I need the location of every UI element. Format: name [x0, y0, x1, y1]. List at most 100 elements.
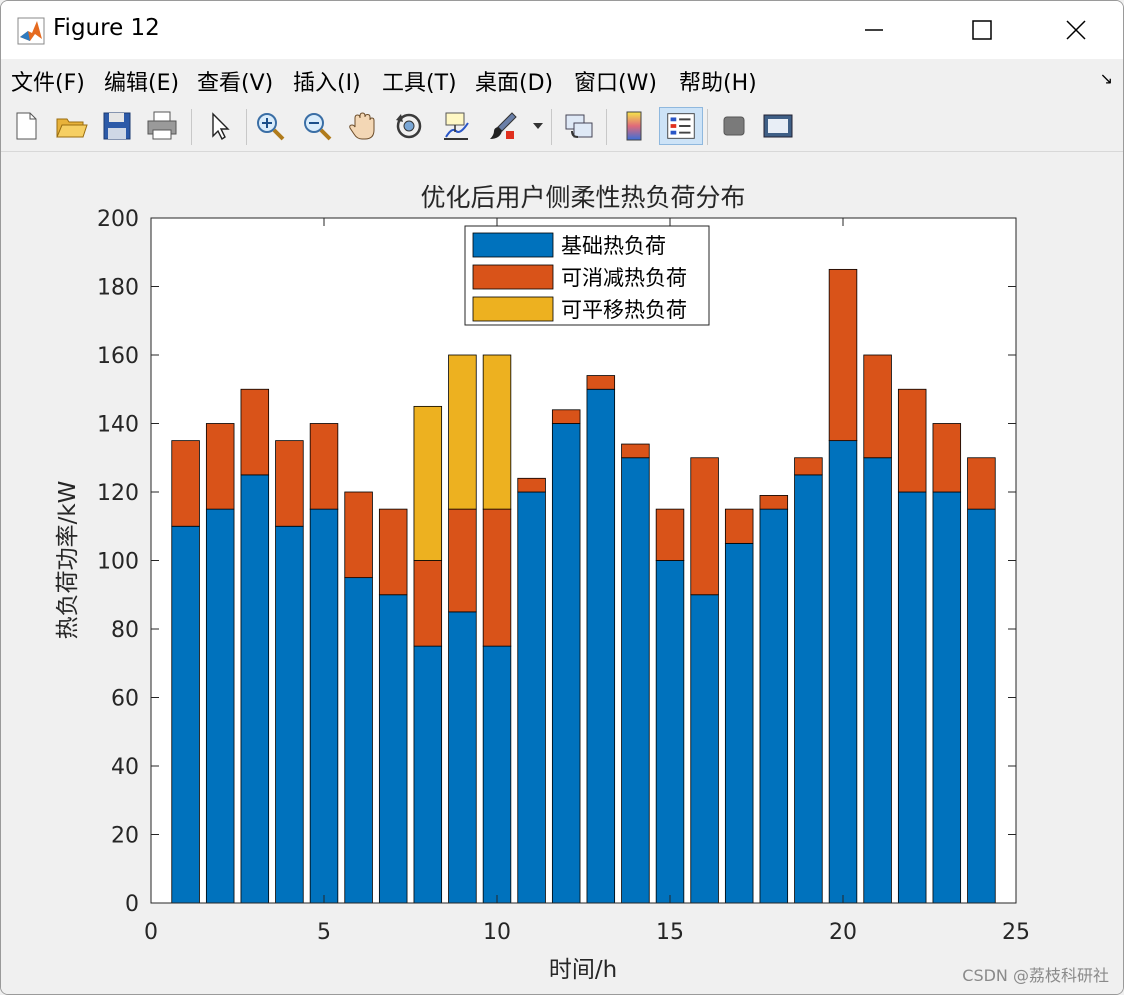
- reducible-load-bar: [171, 440, 200, 527]
- shiftable-load-bar: [482, 354, 512, 510]
- y-tick-label: 140: [97, 413, 139, 438]
- dock-arrow-icon[interactable]: ↘: [1099, 69, 1113, 88]
- new-figure-icon[interactable]: [9, 109, 43, 143]
- chart-title: 优化后用户侧柔性热负荷分布: [420, 183, 745, 212]
- reducible-load-bar: [655, 508, 685, 561]
- menu-edit[interactable]: 编辑(E): [104, 71, 180, 96]
- reducible-load-bar: [240, 388, 270, 476]
- base-load-bar: [482, 645, 512, 904]
- reducible-load-bar: [482, 508, 512, 647]
- base-load-bar: [932, 491, 962, 904]
- toolbar-separator: [707, 109, 708, 145]
- y-tick-label: 100: [97, 550, 139, 575]
- link-plot-icon[interactable]: [562, 109, 596, 143]
- reducible-load-bar: [205, 423, 235, 510]
- base-load-bar: [759, 508, 789, 904]
- data-cursor-icon[interactable]: [438, 109, 472, 143]
- hide-plot-tools-icon[interactable]: [717, 109, 751, 143]
- reducible-load-bar: [275, 440, 304, 527]
- reducible-load-bar: [863, 354, 892, 459]
- x-axis-label: 时间/h: [549, 957, 617, 983]
- ticks-group: 0 20 40 60 80 100 120 140 160 180 200 0 5 10 15 20 25: [97, 207, 1030, 945]
- legend-label: 基础热负荷: [561, 234, 666, 258]
- base-load-bar: [413, 645, 443, 904]
- save-icon[interactable]: [100, 109, 134, 143]
- legend-swatch: [472, 264, 554, 290]
- y-tick-label: 200: [97, 207, 139, 232]
- colorbar-icon[interactable]: [617, 109, 651, 143]
- base-load-bar: [275, 525, 304, 904]
- zoom-out-icon[interactable]: [300, 109, 334, 143]
- toolbar-separator: [606, 109, 607, 145]
- y-tick-label: 180: [97, 276, 139, 301]
- reducible-load-bar: [759, 495, 789, 510]
- menu-desktop[interactable]: 桌面(D): [475, 71, 554, 96]
- zoom-in-icon[interactable]: [253, 109, 287, 143]
- print-icon[interactable]: [145, 109, 179, 143]
- reducible-load-bar: [828, 268, 858, 442]
- close-icon[interactable]: [1049, 9, 1103, 51]
- menu-help[interactable]: 帮助(H): [679, 71, 757, 96]
- matlab-logo-icon: [17, 17, 45, 45]
- base-load-bar: [724, 542, 754, 904]
- figure-canvas: 优化后用户侧柔性热负荷分布 0 20 40 60 80 100 120 140 160 180 20…: [1, 153, 1123, 994]
- legend-label: 可消减热负荷: [561, 266, 687, 290]
- reducible-load-bar: [794, 457, 823, 476]
- shiftable-load-bar: [413, 405, 443, 561]
- y-tick-label: 60: [111, 687, 139, 712]
- reducible-load-bar: [448, 508, 477, 613]
- menu-window[interactable]: 窗口(W): [574, 71, 657, 96]
- menu-file[interactable]: 文件(F): [11, 71, 85, 96]
- base-load-bar: [967, 508, 996, 904]
- legend-icon[interactable]: [659, 107, 703, 145]
- x-tick-label: 20: [829, 920, 857, 945]
- shiftable-load-bar: [448, 354, 477, 510]
- maximize-icon[interactable]: [955, 9, 1009, 51]
- menu-view[interactable]: 查看(V): [197, 71, 274, 96]
- menu-tools[interactable]: 工具(T): [382, 71, 457, 96]
- y-tick-label: 160: [97, 344, 139, 369]
- toolbar-separator: [551, 109, 552, 145]
- bar-chart[interactable]: 优化后用户侧柔性热负荷分布 02040608010012014016018020…: [1, 153, 1123, 994]
- y-tick-label: 40: [111, 755, 139, 780]
- base-load-bar: [794, 474, 823, 904]
- reducible-load-bar: [413, 560, 443, 647]
- x-tick-label: 15: [656, 920, 684, 945]
- open-file-icon[interactable]: [54, 109, 88, 143]
- reducible-load-bar: [344, 491, 373, 579]
- figure-toolbar: [1, 101, 1123, 152]
- base-load-bar: [171, 525, 200, 904]
- base-load-bar: [378, 594, 408, 904]
- legend-swatch: [472, 296, 554, 322]
- toolbar-separator: [246, 109, 247, 145]
- show-plot-tools-icon[interactable]: [761, 109, 795, 143]
- brush-icon[interactable]: [486, 109, 520, 143]
- menu-insert[interactable]: 插入(I): [293, 71, 361, 96]
- base-load-bar: [586, 388, 616, 904]
- base-load-bar: [655, 560, 685, 904]
- reducible-load-bar: [690, 457, 719, 596]
- bars-group: [171, 268, 996, 904]
- base-load-bar: [690, 594, 719, 904]
- minimize-icon[interactable]: [847, 9, 901, 51]
- reducible-load-bar: [932, 423, 962, 493]
- base-load-bar: [448, 611, 477, 904]
- x-tick-label: 25: [1002, 920, 1030, 945]
- reducible-load-bar: [309, 423, 339, 510]
- rotate-3d-icon[interactable]: [392, 109, 426, 143]
- base-load-bar: [621, 457, 650, 904]
- base-load-bar: [551, 423, 581, 904]
- toolbar-separator: [191, 109, 192, 145]
- pan-hand-icon[interactable]: [346, 109, 380, 143]
- reducible-load-bar: [551, 409, 581, 424]
- edit-plot-arrow-icon[interactable]: [203, 109, 237, 143]
- base-load-bar: [897, 491, 927, 904]
- window-title: Figure 12: [53, 15, 160, 41]
- reducible-load-bar: [724, 508, 754, 544]
- reducible-load-bar: [378, 508, 408, 596]
- brush-dropdown-icon[interactable]: [531, 119, 545, 133]
- y-tick-label: 0: [125, 892, 139, 917]
- x-tick-label: 10: [483, 920, 511, 945]
- reducible-load-bar: [967, 457, 996, 510]
